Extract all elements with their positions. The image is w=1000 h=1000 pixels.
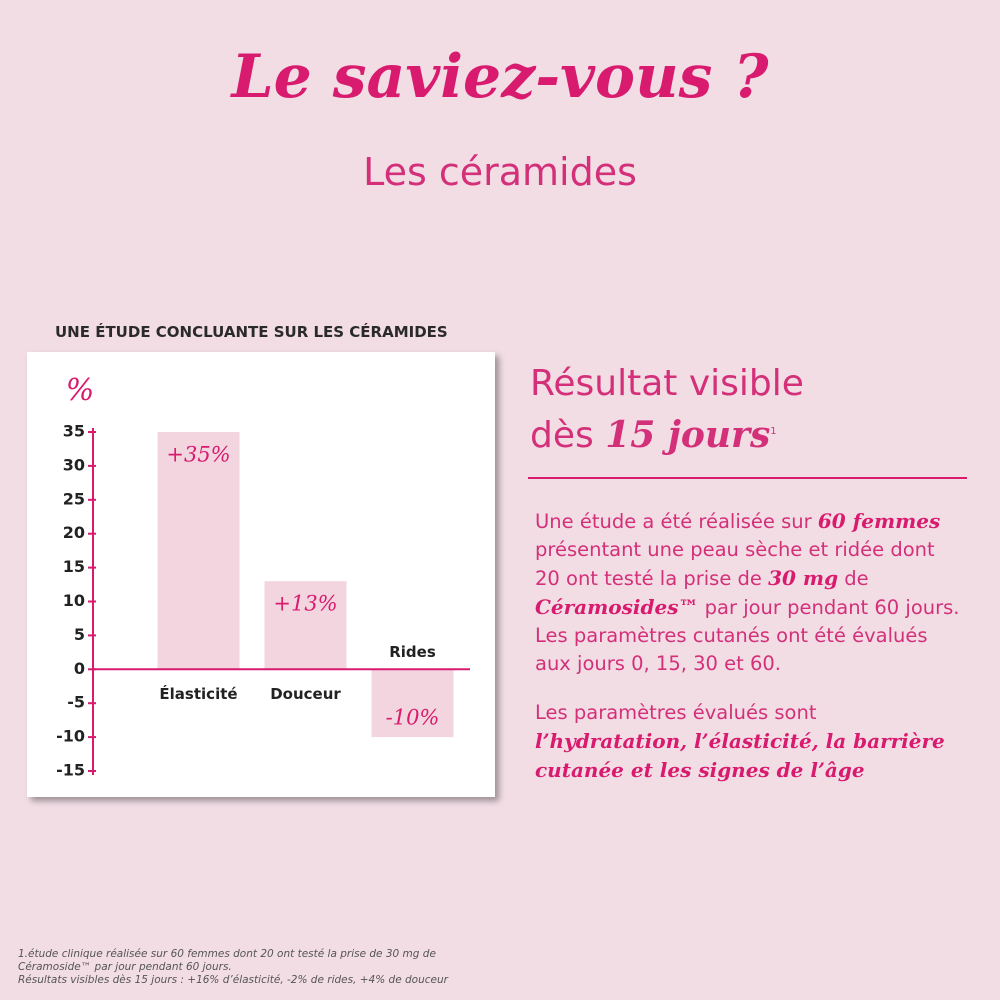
subtitle: Les céramides: [363, 150, 637, 194]
heading-line: Résultat visible: [530, 363, 804, 404]
title: Le saviez-vous ?: [231, 42, 769, 112]
footnote-line: 1.étude clinique réalisée sur 60 femmes …: [18, 948, 436, 960]
emphasis: l’hydratation, l’élasticité, la barrière…: [535, 729, 945, 782]
footnote: 1.étude clinique réalisée sur 60 femmes …: [18, 948, 448, 987]
x-tick-label: Élasticité: [159, 684, 237, 703]
y-tick-label: 25: [63, 489, 85, 508]
y-tick-label: 10: [63, 591, 85, 610]
value-label: -10%: [386, 706, 440, 730]
bar: [264, 581, 347, 670]
bar: [371, 669, 454, 738]
y-tick-label: 5: [74, 625, 85, 644]
emphasis: Céramosides™: [535, 595, 699, 619]
y-tick-label: 15: [63, 557, 85, 576]
emphasis: 60 femmes: [817, 509, 941, 533]
heading-text: dès: [530, 415, 606, 456]
footnote-line: Résultats visibles dès 15 jours : +16% d…: [18, 974, 448, 986]
bar: [157, 432, 240, 670]
text: Une étude a été réalisée sur: [535, 510, 818, 533]
value-label: +35%: [166, 443, 230, 467]
y-tick-label: 30: [63, 455, 85, 474]
text: par jour pendant 60 jours. Les paramètre…: [535, 596, 960, 675]
text: Les paramètres évalués sont: [535, 701, 817, 724]
heading-line: dès 15 jours1: [530, 408, 804, 460]
x-tick-label: Rides: [389, 643, 436, 661]
text: présentant une peau sèche et ridée dont …: [535, 538, 935, 590]
x-tick-label: Douceur: [270, 685, 341, 703]
footnote-line: Céramoside™ par jour pendant 60 jours.: [18, 961, 232, 973]
y-axis-label: %: [66, 373, 95, 408]
divider: [528, 477, 967, 479]
y-tick-label: -5: [67, 693, 85, 712]
footnote-ref: 1: [770, 426, 777, 437]
paragraph: Une étude a été réalisée sur 60 femmes p…: [535, 507, 965, 678]
paragraph: Les paramètres évalués sont l’hydratatio…: [535, 699, 965, 785]
y-tick-label: -10: [56, 727, 85, 746]
y-tick-label: 35: [63, 422, 85, 441]
y-tick-label: 20: [63, 523, 85, 542]
chart-title: UNE ÉTUDE CONCLUANTE SUR LES CÉRAMIDES: [55, 323, 448, 341]
y-tick-label: 0: [74, 659, 85, 678]
emphasis: 30 mg: [768, 566, 839, 590]
result-heading: Résultat visible dès 15 jours1: [530, 360, 804, 460]
heading-emphasis: 15 jours: [605, 414, 771, 456]
y-tick-label: -15: [56, 761, 85, 780]
value-label: +13%: [273, 592, 337, 616]
text: de: [838, 567, 869, 590]
